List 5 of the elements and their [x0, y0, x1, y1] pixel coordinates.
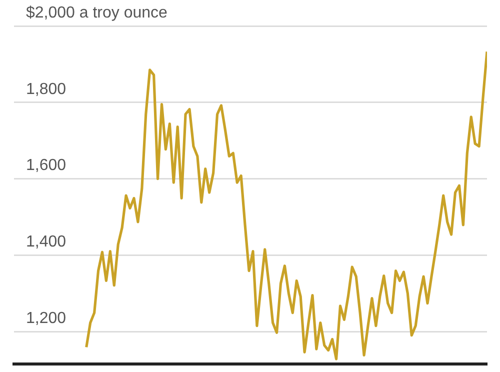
y-tick-label: 1,400 [26, 234, 66, 251]
y-tick-label: 1,600 [26, 157, 66, 174]
y-tick-label: $2,000 a troy ounce [26, 4, 168, 22]
y-tick-label: 1,800 [26, 80, 66, 98]
y-tick-label: 1,200 [26, 310, 66, 327]
